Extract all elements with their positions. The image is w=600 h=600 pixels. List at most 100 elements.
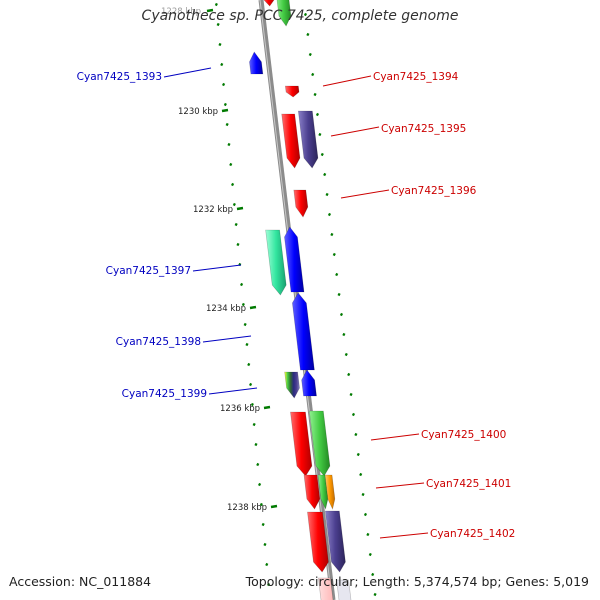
ruler-ticks bbox=[206, 2, 377, 597]
ruler-tick bbox=[249, 382, 253, 387]
ruler-tick bbox=[308, 52, 312, 57]
gene-label-cyan7425-1397[interactable]: Cyan7425_1397 bbox=[106, 265, 191, 277]
ruler-tick bbox=[315, 112, 320, 117]
ruler-tick bbox=[335, 272, 339, 277]
gene-feature-cyan7425-1399[interactable] bbox=[284, 371, 300, 399]
ruler-tick bbox=[323, 172, 327, 177]
ruler-tick bbox=[229, 162, 233, 167]
ruler-major-tick bbox=[249, 305, 257, 310]
label-leader-line bbox=[379, 532, 429, 539]
label-leader-line bbox=[340, 189, 390, 199]
gene-label-cyan7425-1394[interactable]: Cyan7425_1394 bbox=[373, 71, 459, 83]
ruler-labels: 1228 kbp 1230 kbp 1232 kbp 1234 kbp 1236 kbp… bbox=[161, 7, 267, 513]
ruler-major-tick bbox=[236, 206, 244, 211]
ruler-major-tick bbox=[206, 8, 214, 13]
ruler-tick bbox=[337, 292, 341, 297]
ruler-tick bbox=[223, 102, 227, 107]
gene-feature-cyan7425-1401-orange[interactable] bbox=[324, 474, 336, 510]
ruler-tick bbox=[366, 532, 370, 537]
ruler-label: 1230 kbp bbox=[178, 107, 218, 117]
ruler-tick bbox=[227, 142, 231, 147]
ruler-tick bbox=[240, 282, 244, 287]
ruler-tick bbox=[225, 122, 229, 127]
gene-feature-cyan7425-1395[interactable] bbox=[281, 113, 301, 169]
ruler-tick bbox=[320, 152, 324, 157]
ruler-tick bbox=[220, 62, 224, 67]
gene-feature-cyan7425-1396[interactable] bbox=[293, 189, 309, 218]
ruler-tick bbox=[354, 432, 358, 437]
ruler-tick bbox=[313, 92, 317, 97]
label-leader-line bbox=[370, 433, 420, 441]
ruler-tick bbox=[261, 522, 265, 527]
ruler-tick bbox=[349, 392, 353, 397]
gene-feature-partial[interactable] bbox=[336, 579, 352, 600]
gene-labels: Cyan7425_1393 Cyan7425_1394 Cyan7425_1395 C… bbox=[77, 71, 516, 540]
ruler-tick bbox=[265, 562, 269, 567]
gene-feature-cyan7425-1393[interactable] bbox=[249, 51, 264, 75]
ruler-tick bbox=[216, 22, 220, 27]
gene-label-cyan7425-1395[interactable]: Cyan7425_1395 bbox=[381, 123, 466, 135]
gene-feature-cyan7425-1399-pair[interactable] bbox=[301, 369, 317, 397]
ruler-tick bbox=[263, 542, 267, 547]
ruler-major-tick bbox=[270, 504, 278, 509]
gene-label-cyan7425-1400[interactable]: Cyan7425_1400 bbox=[421, 429, 506, 441]
ruler-tick bbox=[325, 192, 329, 197]
ruler-major-tick bbox=[221, 108, 229, 113]
label-leader-lines bbox=[163, 67, 429, 539]
ruler-tick bbox=[231, 182, 235, 187]
ruler-tick bbox=[259, 502, 263, 507]
ruler-tick bbox=[218, 42, 222, 47]
label-leader-line bbox=[330, 126, 380, 137]
gene-label-cyan7425-1401[interactable]: Cyan7425_1401 bbox=[426, 478, 511, 490]
gene-feature-partial[interactable] bbox=[318, 577, 334, 600]
ruler-tick bbox=[359, 472, 363, 477]
ruler-tick bbox=[241, 302, 245, 307]
gene-feature-partial[interactable] bbox=[276, 0, 292, 27]
ruler-tick bbox=[214, 2, 218, 7]
gene-feature-partial[interactable] bbox=[262, 0, 275, 7]
label-leader-line bbox=[202, 335, 252, 343]
gene-feature-cyan7425-1401-green[interactable] bbox=[317, 474, 329, 510]
ruler-tick bbox=[330, 232, 334, 237]
ruler-tick bbox=[252, 422, 256, 427]
gene-feature-cyan7425-1400-pair[interactable] bbox=[308, 410, 331, 477]
gene-label-cyan7425-1402[interactable]: Cyan7425_1402 bbox=[430, 528, 515, 540]
ruler-tick bbox=[351, 412, 356, 417]
ruler-tick bbox=[234, 222, 238, 227]
label-leader-line bbox=[163, 67, 212, 78]
gene-feature-cyan7425-1395-pair[interactable] bbox=[297, 110, 319, 169]
gene-feature-cyan7425-1398[interactable] bbox=[292, 292, 315, 371]
ruler-tick bbox=[363, 512, 368, 517]
ruler-tick bbox=[258, 482, 262, 487]
gene-feature-cyan7425-1402-pair[interactable] bbox=[324, 510, 346, 573]
ruler-tick bbox=[245, 342, 249, 347]
gene-label-cyan7425-1393[interactable]: Cyan7425_1393 bbox=[77, 71, 162, 83]
gene-label-cyan7425-1399[interactable]: Cyan7425_1399 bbox=[122, 388, 207, 400]
ruler-tick bbox=[373, 592, 377, 597]
ruler-tick bbox=[306, 32, 310, 37]
ruler-tick bbox=[339, 312, 344, 317]
ruler-tick bbox=[267, 582, 271, 587]
gene-label-cyan7425-1398[interactable]: Cyan7425_1398 bbox=[116, 336, 201, 348]
map-title: Cyanothece sp. PCC 7425, complete genome bbox=[141, 8, 459, 24]
ruler-tick bbox=[247, 362, 251, 367]
ruler-tick bbox=[327, 212, 332, 217]
ruler-tick bbox=[344, 352, 348, 357]
ruler-tick bbox=[318, 132, 322, 137]
ruler-tick bbox=[303, 12, 308, 17]
ruler-tick bbox=[254, 442, 258, 447]
gene-feature-cyan7425-1401[interactable] bbox=[303, 474, 321, 510]
label-leader-line bbox=[375, 482, 425, 489]
gene-feature-cyan7425-1400[interactable] bbox=[290, 411, 313, 477]
gene-feature-cyan7425-1394[interactable] bbox=[284, 85, 300, 98]
gene-label-cyan7425-1396[interactable]: Cyan7425_1396 bbox=[391, 185, 477, 197]
ruler-tick bbox=[243, 322, 247, 327]
ruler-tick bbox=[368, 552, 372, 557]
ruler-label: 1228 kbp bbox=[161, 7, 201, 17]
ruler-label: 1238 kbp bbox=[227, 503, 267, 513]
ruler-major-tick bbox=[263, 405, 271, 410]
gene-feature-cyan7425-1397[interactable] bbox=[265, 229, 287, 296]
gene-feature-cyan7425-1402[interactable] bbox=[307, 511, 329, 573]
gene-feature-cyan7425-1397-pair[interactable] bbox=[284, 226, 305, 293]
